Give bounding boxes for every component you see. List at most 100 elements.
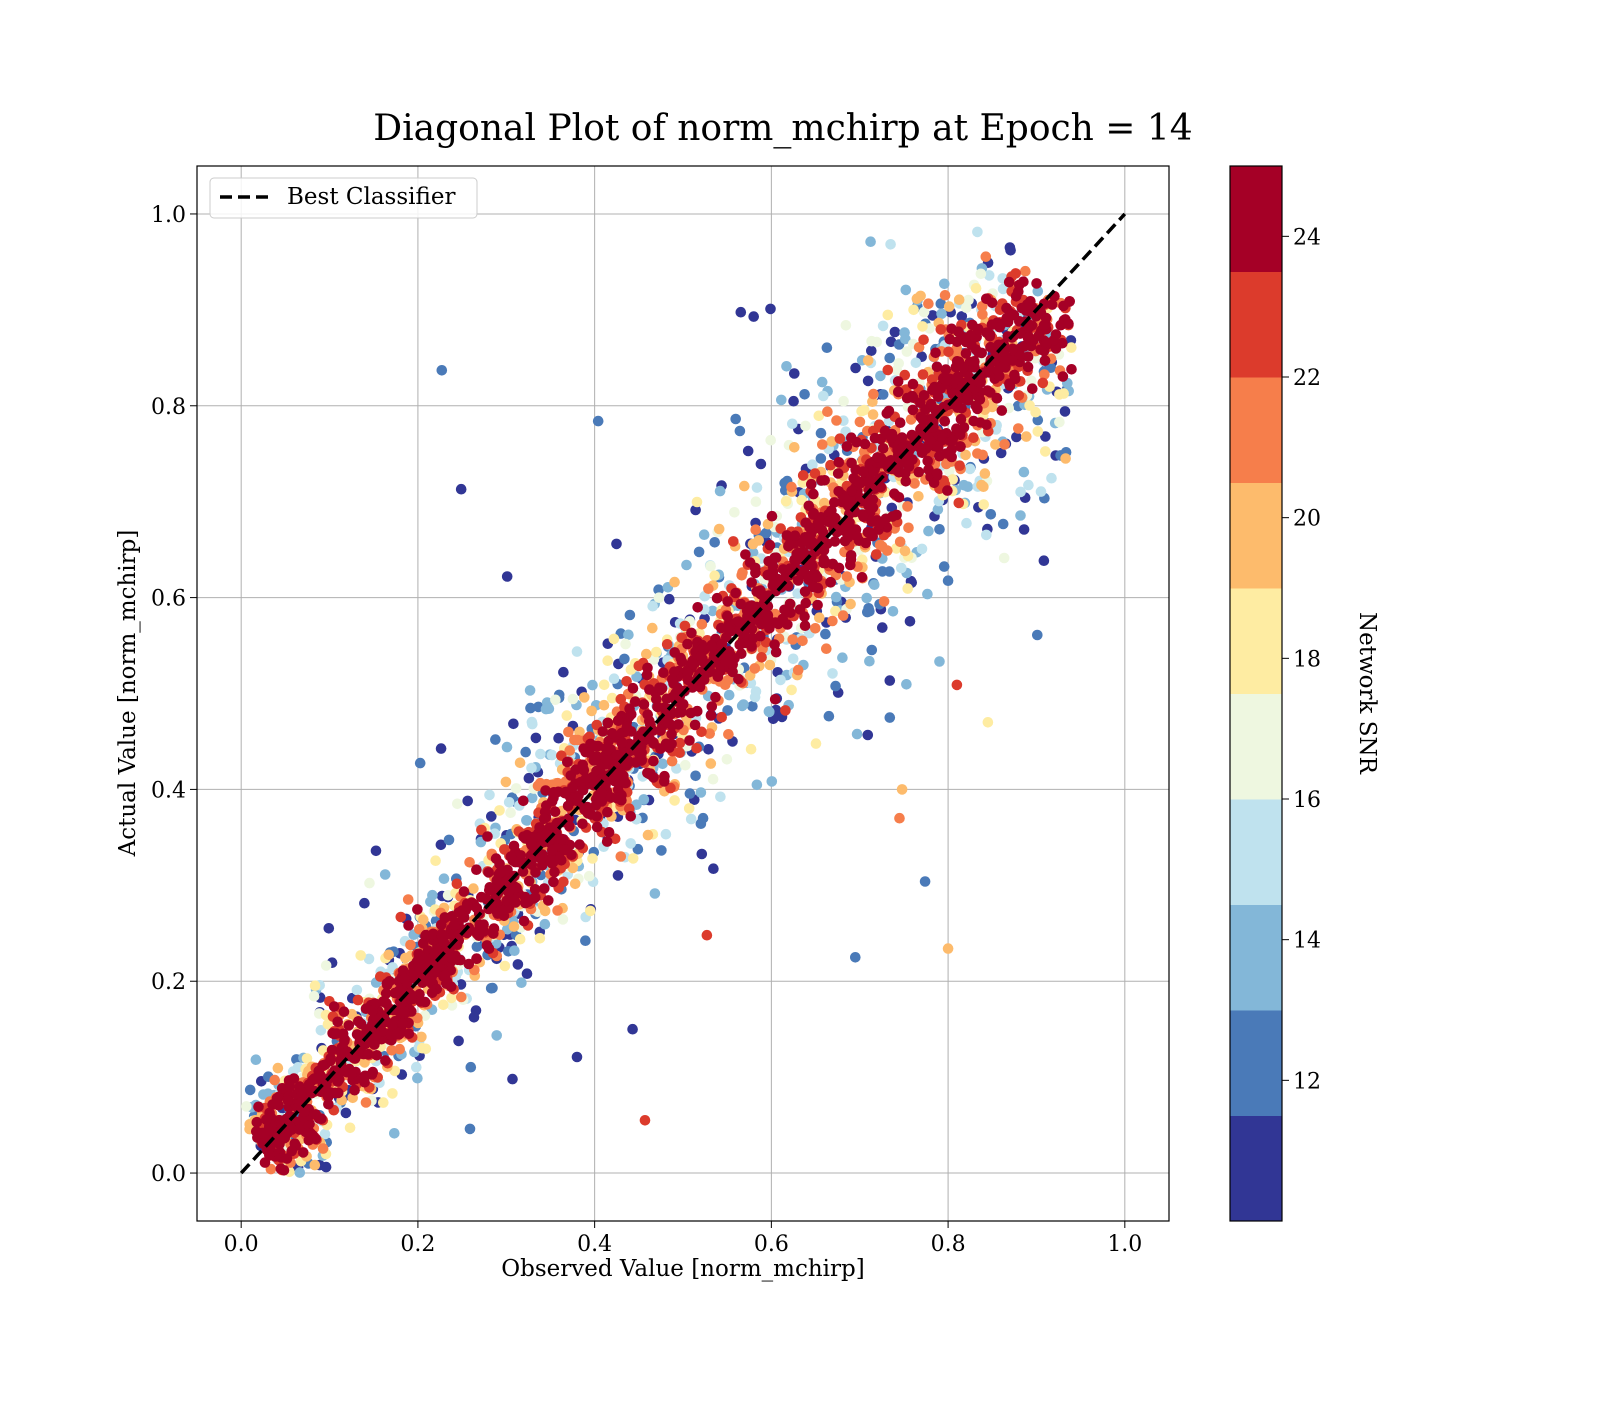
scatter-point [884,712,896,723]
scatter-point [913,466,925,478]
scatter-point [859,438,871,450]
scatter-point [706,641,718,652]
scatter-point [1031,278,1042,289]
scatter-point [278,1133,289,1144]
scatter-point [864,528,875,539]
scatter-point [896,456,908,468]
scatter-point [567,862,579,874]
scatter-point [992,365,1004,377]
scatter-point [939,278,950,290]
scatter-point [681,559,692,571]
scatter-point [947,474,958,485]
scatter-point [518,795,529,807]
scatter-point [359,897,370,909]
scatter-point [765,303,776,315]
scatter-point [786,481,797,493]
scatter-point [462,901,474,912]
scatter-point [747,538,759,550]
scatter-point [851,436,862,448]
scatter-point [1022,351,1034,363]
scatter-point [889,488,900,500]
scatter-point [320,960,332,971]
scatter-point [412,904,423,915]
scatter-point [571,1051,583,1063]
scatter-point [571,646,583,657]
scatter-point [344,1122,356,1134]
scatter-point [769,639,780,650]
scatter-point [708,863,719,874]
scatter-point [1054,389,1065,400]
scatter-point [705,560,716,572]
scatter-point [764,539,776,551]
scatter-point [722,610,733,622]
scatter-point [490,734,501,745]
scatter-point [507,1073,518,1085]
scatter-point [946,451,957,463]
scatter-point [414,964,425,975]
scatter-point [353,1016,364,1027]
scatter-point [656,845,667,856]
scatter-point [815,427,827,439]
scatter-point [934,524,945,535]
scatter-point [427,928,439,940]
scatter-point [1066,342,1077,353]
scatter-point [600,743,612,754]
scatter-point [1064,296,1075,307]
scatter-point [966,339,977,351]
scatter-point [328,1001,340,1012]
scatter-point [501,571,513,582]
scatter-point [621,676,632,687]
scatter-point [1015,510,1026,521]
scatter-point [784,538,796,550]
scatter-point [657,758,668,770]
scatter-point [815,453,827,464]
scatter-point [312,1073,323,1084]
scatter-point [751,482,763,493]
scatter-point [338,1006,350,1017]
scatter-point [427,889,438,901]
scatter-point [456,991,467,1003]
scatter-point [468,1012,480,1023]
scatter-point [509,945,520,956]
scatter-point [309,1159,321,1171]
scatter-point [867,494,879,505]
scatter-point [538,813,550,825]
scatter-point [862,729,874,741]
scatter-point [346,1068,357,1079]
scatter-point [872,452,883,463]
scatter-point [885,336,897,348]
scatter-point [1020,265,1031,277]
scatter-point [869,483,880,495]
colorbar-tick-label: 12 [1293,1069,1321,1094]
scatter-point [686,627,697,639]
scatter-point [577,784,589,796]
scatter-point [476,891,487,903]
scatter-point [402,894,414,905]
scatter-point [953,326,964,338]
scatter-point [707,605,718,617]
scatter-point [958,361,969,373]
scatter-point [951,423,962,435]
scatter-point [750,524,761,535]
scatter-point [827,615,838,627]
scatter-point [596,796,608,807]
scatter-point [821,342,833,354]
scatter-point [942,575,954,586]
scatter-point [539,918,551,930]
scatter-point [935,383,946,395]
scatter-point [770,552,782,563]
scatter-point [546,749,558,761]
scatter-point [550,694,561,706]
scatter-point [1040,446,1051,457]
scatter-point [934,656,945,667]
scatter-point [907,404,919,416]
scatter-point [932,439,943,451]
scatter-point [962,481,974,493]
scatter-point [735,306,747,318]
scatter-point [1060,453,1071,464]
scatter-point [1007,343,1019,355]
scatter-point [680,759,691,771]
scatter-point [934,451,945,462]
scatter-point [916,543,928,555]
scatter-point [735,598,747,610]
